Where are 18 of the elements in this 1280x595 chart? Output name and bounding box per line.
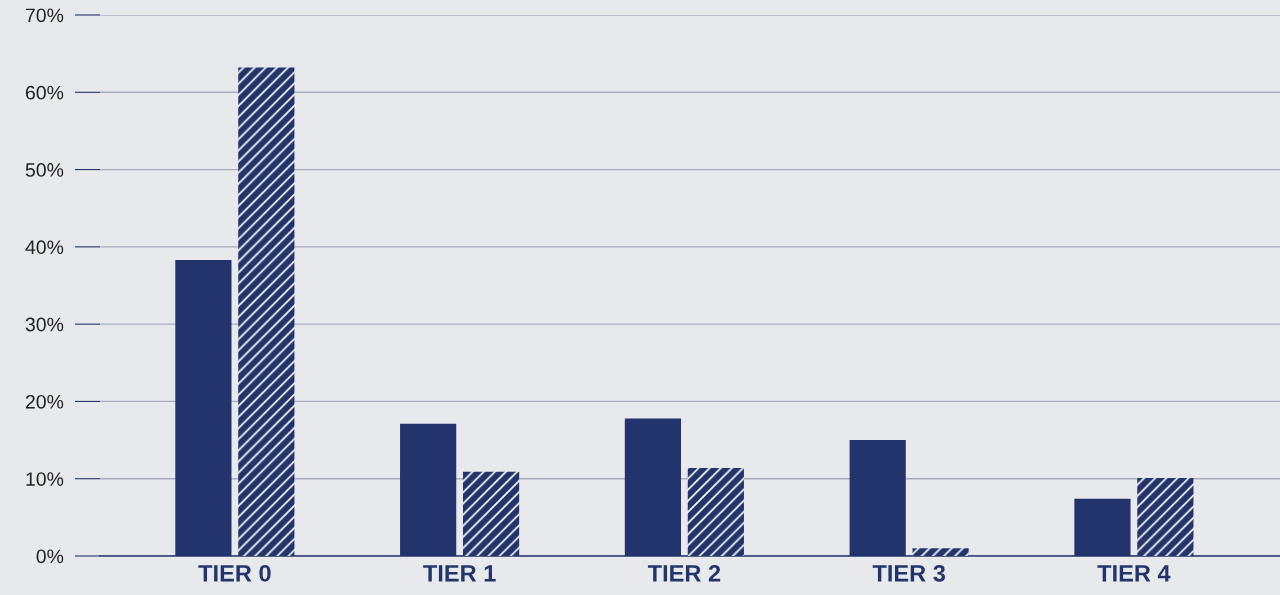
y-tick-label: 20% (25, 394, 64, 409)
y-tick-label: 0% (36, 549, 64, 564)
y-tick-label: 10% (26, 472, 64, 486)
x-tick-label: TIER 1 (423, 565, 496, 582)
bar (912, 548, 969, 556)
bar (462, 471, 520, 556)
x-tick-label: TIER 2 (647, 564, 721, 582)
bar (1137, 477, 1194, 556)
bar (687, 467, 744, 556)
y-tick-label: 50% (25, 163, 64, 177)
y-tick-label: 70% (25, 8, 64, 23)
x-tick-label: TIER 3 (872, 564, 946, 582)
bar (238, 67, 295, 556)
x-tick-label: TIER 4 (1097, 565, 1171, 582)
x-tick-label: TIER 0 (198, 564, 271, 582)
y-tick-label: 40% (25, 240, 64, 255)
y-tick-label: 30% (25, 317, 64, 332)
y-tick-label: 60% (25, 85, 64, 100)
